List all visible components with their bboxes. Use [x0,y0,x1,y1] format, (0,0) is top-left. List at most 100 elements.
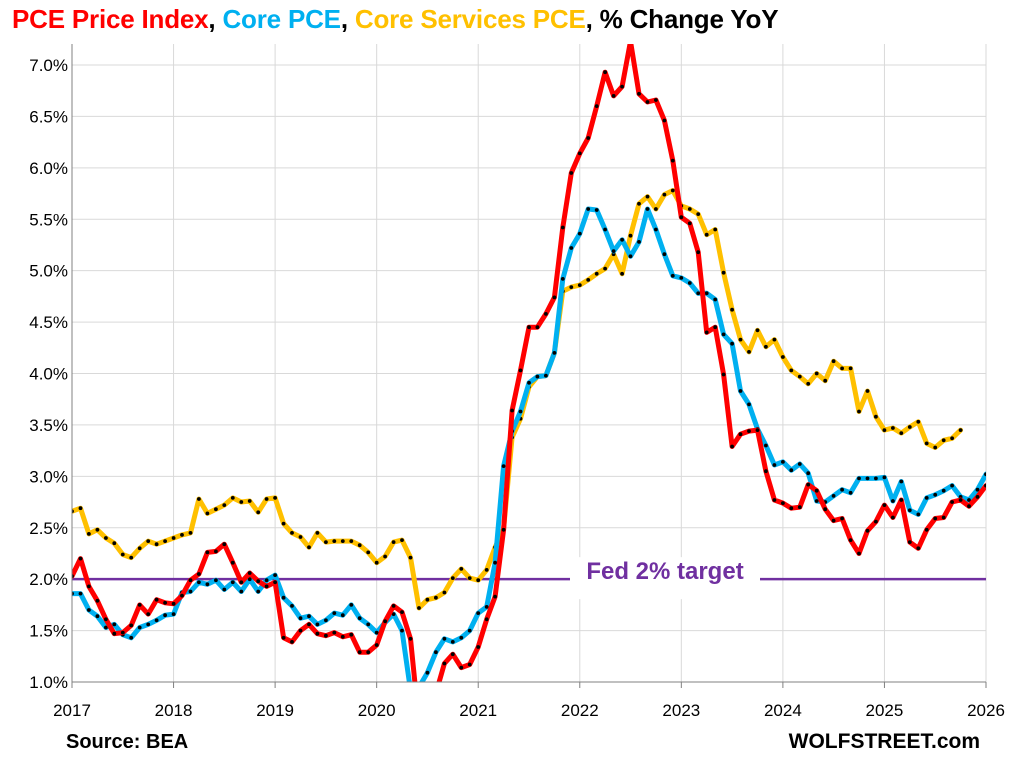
core-services-pce-point [171,536,176,540]
core-pce-point [907,508,912,513]
pce-price-index-point [408,636,413,641]
core-pce-point [645,207,650,211]
core-pce-point [806,471,811,476]
x-tick-label: 2024 [764,701,802,720]
core-services-pce-point [916,419,921,424]
pce-price-index-point [307,622,311,627]
pce-price-index-point [120,630,125,635]
core-services-pce-point [662,192,667,197]
core-pce-point [670,273,675,278]
core-services-pce-point [417,606,421,610]
pce-price-index-point [273,580,277,585]
core-services-pce-point [129,555,134,560]
core-pce-point [484,605,489,609]
pce-price-index-point [239,580,244,585]
y-axis-ticks: 1.0% 1.5% 2.0% 2.5% 3.0% 3.5% 4.0% 4.5% 5.0% 5.5%… [29,56,68,692]
pce-price-index-point [907,540,912,544]
core-pce-point [518,409,523,414]
core-services-pce-point [781,355,785,359]
core-pce-point [527,380,531,385]
core-pce-line [72,206,986,682]
core-services-pce-point [755,328,760,333]
pce-price-index-point [848,538,853,542]
core-pce-point [916,512,921,517]
core-pce-point [577,231,582,236]
core-pce-point [628,254,633,259]
core-services-pce-point [924,441,929,446]
x-tick-label: 2026 [967,701,1005,720]
source-label: Source: BEA [66,731,188,753]
pce-price-index-point [163,600,168,605]
pce-price-index-point [484,617,489,622]
core-services-pce-point [645,194,650,199]
x-tick-label: 2021 [459,701,497,720]
core-pce-point [789,468,794,473]
core-services-pce-point [857,409,861,414]
core-services-pce-point [366,550,371,555]
pce-price-index-point [899,498,904,502]
core-services-pce-point [603,266,607,271]
core-pce-point [324,618,328,623]
core-pce-point [730,341,734,346]
core-pce-point [222,587,227,592]
core-services-pce-point [315,531,320,535]
pce-price-index-point [544,312,548,316]
core-pce-point [654,227,658,232]
core-pce-point [535,374,540,379]
pce-price-index-point [332,630,337,635]
pce-price-index-point [696,250,701,255]
core-services-pce-point [374,560,379,565]
core-pce-point [747,402,751,407]
core-services-pce-point [823,378,828,383]
pce-price-index-point [637,91,641,96]
pce-price-index-point [569,171,574,175]
core-pce-point [501,464,506,468]
chart-title: PCE Price Index, Core PCE, Core Services… [12,4,779,35]
pce-price-index-point [958,498,963,502]
pce-price-index-point [984,483,986,488]
pce-price-index-point [442,661,447,666]
pce-price-index-point [916,546,921,551]
core-pce-point [290,604,294,608]
pce-price-index-point [620,84,624,89]
core-pce-point [857,476,861,481]
fed-target-label: Fed 2% target [586,558,743,585]
core-services-pce-point [230,496,235,500]
pce-price-index-point [670,158,675,163]
core-services-pce-point [950,436,954,441]
core-pce-point [256,589,261,594]
core-pce-point [848,490,853,495]
pce-price-index-point [391,604,396,608]
series-lines [72,44,986,725]
core-services-pce-point [425,597,430,602]
core-pce-point [425,670,430,675]
pce-price-index-point [891,515,895,520]
pce-price-index-point [493,594,497,599]
pce-price-index-point [594,104,599,108]
pce-price-index-point [967,504,971,509]
core-services-pce-point [450,576,455,580]
core-pce-point [391,612,396,616]
pce-price-index-point [357,650,362,655]
core-services-pce-point [569,285,574,289]
core-pce-point [264,578,269,583]
pce-price-index-point [814,488,819,493]
x-tick-label: 2023 [662,701,700,720]
fed-target: Fed 2% target [72,557,986,600]
pce-price-index-point [823,507,828,512]
core-services-pce-point [180,533,184,537]
pce-price-index-point [586,136,591,140]
core-pce-point [679,276,684,280]
core-pce-point [933,492,938,497]
pce-price-index-point [417,721,421,725]
pce-price-index-point [840,516,844,521]
core-pce-point [442,636,447,641]
y-tick-label: 5.5% [29,210,68,229]
core-pce-point [569,246,574,250]
pce-price-index-point [247,571,252,575]
core-services-pce-point [222,503,227,507]
core-services-pce-point [637,201,641,206]
pce-price-index-point [764,469,768,474]
x-tick-label: 2025 [866,701,904,720]
